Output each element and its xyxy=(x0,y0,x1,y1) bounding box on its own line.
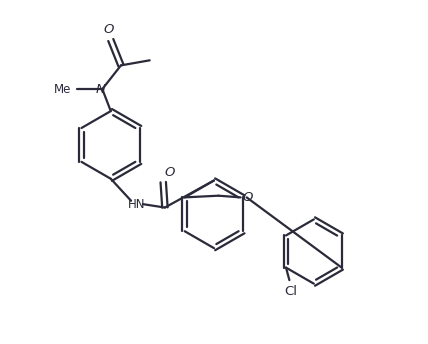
Text: HN: HN xyxy=(128,198,145,211)
Text: O: O xyxy=(242,191,253,204)
Text: N: N xyxy=(96,83,106,96)
Text: Cl: Cl xyxy=(284,285,297,298)
Text: O: O xyxy=(165,165,175,179)
Text: O: O xyxy=(104,23,114,36)
Text: Me: Me xyxy=(54,83,71,96)
